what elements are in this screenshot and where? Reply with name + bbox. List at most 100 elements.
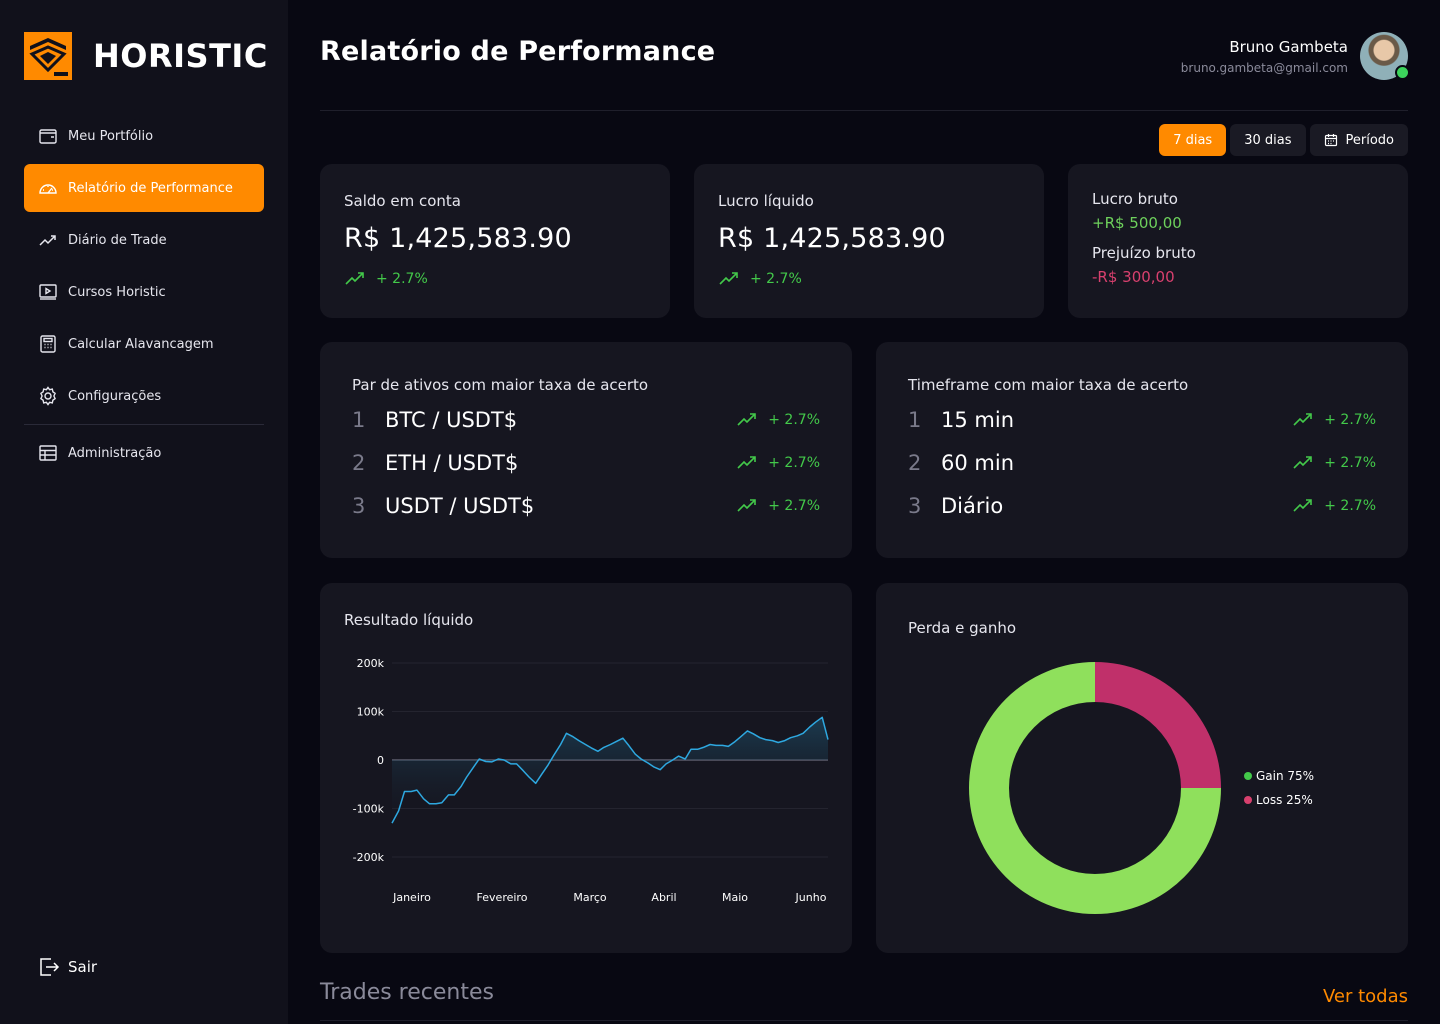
timeframe-name: 60 min xyxy=(941,450,1014,475)
x-tick-label: Fevereiro xyxy=(477,891,528,904)
gain-loss-chart xyxy=(969,662,1221,914)
net-profit-value: R$ 1,425,583.90 xyxy=(718,223,946,254)
timeframe-change: + 2.7% xyxy=(1292,495,1376,517)
legend-dot xyxy=(1244,772,1252,780)
filter-period-button[interactable]: Período xyxy=(1309,124,1408,156)
change-value: + 2.7% xyxy=(768,454,820,471)
sidebar-item-courses[interactable]: Cursos Horistic xyxy=(24,268,264,316)
table-icon xyxy=(39,445,57,461)
sidebar-item-label: Cursos Horistic xyxy=(68,284,166,300)
sidebar-item-settings[interactable]: Configurações xyxy=(24,372,264,420)
timeframe-name: 15 min xyxy=(941,407,1014,432)
sidebar-item-administration[interactable]: Administração xyxy=(24,429,264,477)
rank-number: 2 xyxy=(908,450,922,475)
list-item[interactable]: 3 USDT / USDT$ + 2.7% xyxy=(352,484,820,527)
sidebar-item-label: Relatório de Performance xyxy=(68,180,233,196)
trending-up-icon xyxy=(737,455,757,469)
gross-profit-label: Lucro bruto xyxy=(1092,190,1178,208)
gross-loss-label: Prejuízo bruto xyxy=(1092,244,1196,262)
sidebar-item-label: Administração xyxy=(68,445,162,461)
list-item[interactable]: 1 15 min + 2.7% xyxy=(908,398,1376,441)
balance-value: R$ 1,425,583.90 xyxy=(344,223,572,254)
y-tick-label: -200k xyxy=(353,851,385,864)
net-result-card: Resultado líquido 200k 100k 0 -100k -200k Jan… xyxy=(320,583,852,953)
rank-number: 1 xyxy=(352,407,366,432)
asset-pair-change: + 2.7% xyxy=(736,495,820,517)
gross-profit-value: +R$ 500,00 xyxy=(1092,214,1182,232)
y-tick-label: 0 xyxy=(377,754,384,767)
sidebar: HORISTIC Meu Portfólio Relatório de Perf… xyxy=(0,0,288,1024)
sidebar-item-trade-journal[interactable]: Diário de Trade xyxy=(24,216,264,264)
see-all-link[interactable]: Ver todas xyxy=(1322,986,1408,1007)
list-item[interactable]: 2 60 min + 2.7% xyxy=(908,441,1376,484)
gauge-icon xyxy=(39,184,57,194)
list-item[interactable]: 1 BTC / USDT$ + 2.7% xyxy=(352,398,820,441)
filter-7-days-button[interactable]: 7 dias xyxy=(1159,124,1227,156)
gain-loss-title: Perda e ganho xyxy=(908,619,1017,637)
asset-pair-name: BTC / USDT$ xyxy=(385,407,518,432)
net-result-title: Resultado líquido xyxy=(344,611,474,629)
sidebar-item-portfolio[interactable]: Meu Portfólio xyxy=(24,112,264,160)
trending-up-icon xyxy=(719,272,738,285)
calendar-icon xyxy=(1324,134,1337,147)
filter-period-label: Período xyxy=(1345,132,1395,148)
page-title: Relatório de Performance xyxy=(320,36,716,67)
gross-loss-value: -R$ 300,00 xyxy=(1092,268,1175,286)
recent-trades-title: Trades recentes xyxy=(320,980,494,1005)
user-profile[interactable]: Bruno Gambeta bruno.gambeta@gmail.com xyxy=(1180,32,1410,80)
user-name: Bruno Gambeta xyxy=(1229,37,1348,56)
trending-up-icon xyxy=(1293,455,1313,469)
x-tick-label: Maio xyxy=(722,891,748,904)
legend-label: Loss 25% xyxy=(1256,793,1313,807)
video-icon xyxy=(39,284,57,300)
logout-icon xyxy=(40,958,60,976)
net-profit-change-value: + 2.7% xyxy=(750,271,802,287)
sidebar-item-performance-report[interactable]: Relatório de Performance xyxy=(24,164,264,212)
assets-ranking-title: Par de ativos com maior taxa de acerto xyxy=(352,376,649,394)
y-tick-label: -100k xyxy=(353,803,385,816)
x-tick-label: Abril xyxy=(651,891,676,904)
change-value: + 2.7% xyxy=(768,411,820,428)
net-result-chart: 200k 100k 0 -100k -200k Janeiro Fevereiro Março… xyxy=(353,657,829,904)
gear-icon xyxy=(40,386,56,406)
trending-up-icon xyxy=(1293,412,1313,426)
change-value: + 2.7% xyxy=(768,497,820,514)
donut-slice-loss xyxy=(1095,662,1221,788)
change-value: + 2.7% xyxy=(1324,497,1376,514)
balance-label: Saldo em conta xyxy=(344,192,461,210)
user-email: bruno.gambeta@gmail.com xyxy=(1180,60,1348,75)
sidebar-divider xyxy=(24,424,264,425)
balance-change-value: + 2.7% xyxy=(376,271,428,287)
y-tick-label: 200k xyxy=(357,657,385,670)
change-value: + 2.7% xyxy=(1324,454,1376,471)
sidebar-item-label: Calcular Alavancagem xyxy=(68,336,214,352)
header-divider xyxy=(320,110,1408,111)
timeframe-ranking-card: Timeframe com maior taxa de acerto 1 15 … xyxy=(876,342,1408,558)
timeframe-ranking-title: Timeframe com maior taxa de acerto xyxy=(908,376,1189,394)
rank-number: 3 xyxy=(908,493,922,518)
date-filters: 7 dias 30 dias Período xyxy=(1159,124,1408,156)
sidebar-item-leverage-calculator[interactable]: Calcular Alavancagem xyxy=(24,320,264,368)
assets-ranking-card: Par de ativos com maior taxa de acerto 1… xyxy=(320,342,852,558)
net-result-area xyxy=(392,717,828,824)
net-profit-label: Lucro líquido xyxy=(718,192,814,210)
calculator-icon xyxy=(40,335,56,353)
trending-up-icon xyxy=(39,235,56,246)
list-item[interactable]: 3 Diário + 2.7% xyxy=(908,484,1376,527)
logout-button[interactable]: Sair xyxy=(38,956,97,978)
avatar[interactable] xyxy=(1360,32,1410,80)
brand-name: HORISTIC xyxy=(93,37,268,75)
balance-card: Saldo em conta R$ 1,425,583.90 + 2.7% xyxy=(320,164,670,318)
list-item[interactable]: 2 ETH / USDT$ + 2.7% xyxy=(352,441,820,484)
x-tick-label: Junho xyxy=(795,891,827,904)
filter-30-days-button[interactable]: 30 dias xyxy=(1230,124,1306,156)
rank-number: 3 xyxy=(352,493,366,518)
timeframe-change: + 2.7% xyxy=(1292,409,1376,431)
balance-change: + 2.7% xyxy=(344,268,646,290)
wallet-icon xyxy=(39,129,57,144)
logo-icon xyxy=(24,32,72,80)
gain-loss-legend: Gain 75% Loss 25% xyxy=(1244,764,1314,812)
x-tick-label: Janeiro xyxy=(392,891,431,904)
recent-trades-divider xyxy=(320,1020,1408,1021)
brand-logo[interactable]: HORISTIC xyxy=(24,32,268,80)
